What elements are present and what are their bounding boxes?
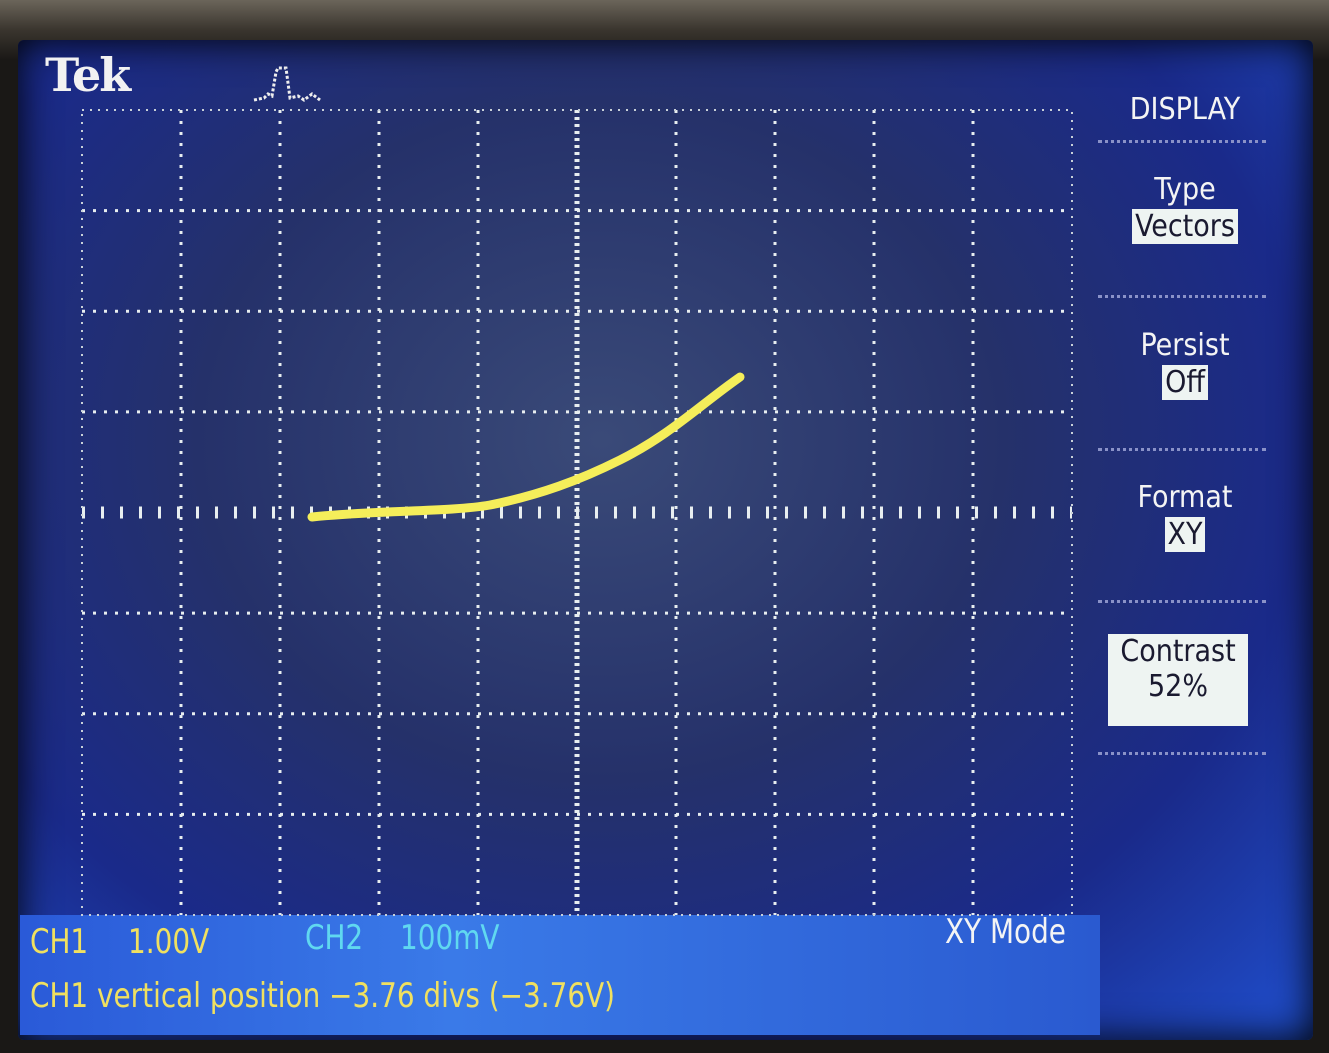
display-screen (18, 40, 1313, 1040)
ch1-scale: 1.00V (128, 922, 210, 962)
contrast-label: Contrast (1120, 634, 1236, 669)
menu-item-persist[interactable]: Persist Off (1095, 328, 1275, 400)
tek-logo: Tek (45, 48, 131, 102)
ch2-scale: 100mV (400, 918, 500, 958)
type-label: Type (1154, 172, 1216, 207)
contrast-value: 52% (1148, 669, 1208, 704)
format-value: XY (1164, 517, 1206, 552)
xy-mode-label: XY Mode (945, 912, 1066, 952)
menu-item-format[interactable]: Format XY (1095, 480, 1275, 552)
menu-item-type[interactable]: Type Vectors (1095, 172, 1275, 244)
status-band (20, 915, 1100, 1035)
type-value: Vectors (1132, 209, 1238, 244)
menu-title: DISPLAY (1129, 92, 1241, 127)
menu-item-contrast[interactable]: Contrast 52% (1108, 634, 1248, 726)
format-label: Format (1137, 480, 1233, 515)
status-message: CH1 vertical position −3.76 divs (−3.76V… (30, 976, 616, 1016)
xy-trace (307, 372, 745, 522)
ch1-label: CH1 (30, 922, 89, 962)
persist-value: Off (1162, 365, 1208, 400)
persist-label: Persist (1140, 328, 1230, 363)
ch2-label: CH2 (305, 918, 364, 958)
